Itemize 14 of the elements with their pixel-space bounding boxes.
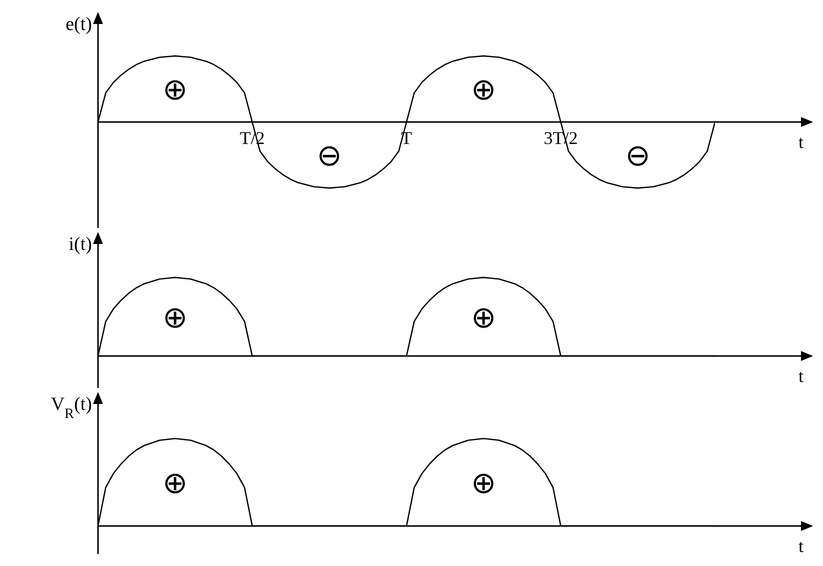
annotation: ⊕ xyxy=(162,466,188,501)
annotation: ⊕ xyxy=(471,300,496,336)
annotation: ⊕ xyxy=(162,300,188,336)
y-axis-title: V$_{R}$(t) xyxy=(50,394,92,422)
annotation: ⊕ xyxy=(471,72,496,108)
annotation: ⊕ xyxy=(162,72,188,108)
x-axis-title: t xyxy=(798,366,804,386)
annotation: ⊕ xyxy=(471,466,496,501)
y-axis-title: i(t) xyxy=(68,234,92,255)
y-axis-title: e(t) xyxy=(66,14,92,35)
annotation: ⊖ xyxy=(625,138,650,174)
x-axis-title: t xyxy=(798,132,804,152)
x-axis-title: t xyxy=(798,536,804,556)
annotation: ⊖ xyxy=(316,138,342,174)
